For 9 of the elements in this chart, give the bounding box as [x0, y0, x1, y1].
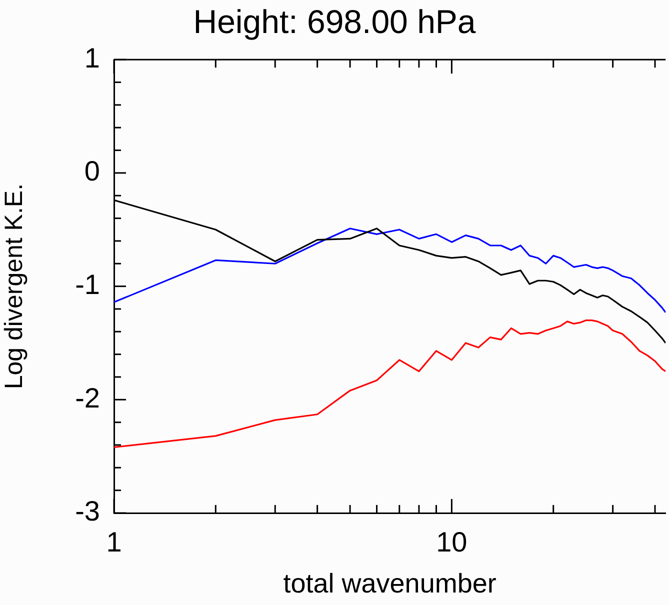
x-axis-title: total wavenumber — [283, 568, 496, 598]
y-tick-label: 1 — [84, 42, 100, 74]
y-axis-title: Log divergent K.E. — [0, 183, 28, 390]
y-tick-label: -2 — [75, 382, 100, 414]
x-tick-label: 10 — [436, 526, 468, 558]
chart-title: Height: 698.00 hPa — [193, 2, 476, 40]
y-tick-label: -3 — [75, 496, 100, 527]
y-tick-label: -1 — [75, 269, 100, 300]
y-tick-label: 0 — [84, 156, 100, 187]
